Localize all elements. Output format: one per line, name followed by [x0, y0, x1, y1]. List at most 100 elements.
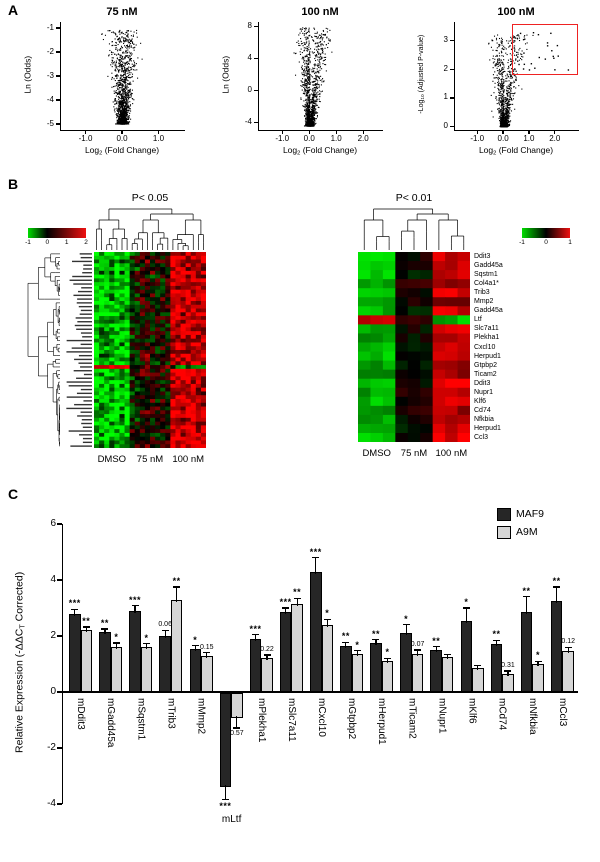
error-bar-stem [315, 557, 317, 574]
color-scale-bar [522, 228, 570, 238]
y-axis-label-part-0: Ln (Odds) [220, 55, 231, 94]
y-axis-label-part-2: (Adjusted P-value) [417, 34, 425, 95]
bar-mGtpbp2 [351, 654, 364, 692]
gene-label: Gadd45a [474, 307, 503, 315]
y-tick-mark [57, 747, 62, 749]
gene-label: Gtpbp2 [474, 361, 497, 369]
significance-stars: ** [432, 635, 441, 646]
plot-area [258, 22, 383, 131]
significance-red-box [511, 24, 578, 75]
heatmap-p-0-01: P< 0.01 Ddit3 Gadd45a Sqstm1 Col4a1* Trib3 Mmp… [330, 190, 600, 482]
column-label: 75 nM [400, 448, 428, 460]
y-tick-label: -2 [47, 742, 56, 753]
y-tick-mark [56, 99, 60, 101]
plot-title: 100 nM [301, 6, 339, 18]
error-bar-stem [266, 655, 268, 661]
category-label: mSqstm1 [135, 698, 147, 741]
bar-mPlekha1 [261, 658, 273, 692]
x-tick-label: 1.0 [152, 134, 165, 143]
error-bar-stem [236, 716, 238, 728]
error-bar-cap [402, 624, 410, 626]
x-axis-label-part-1: 2 [297, 150, 301, 157]
zero-baseline [62, 691, 578, 693]
error-bar-cap [564, 646, 572, 648]
significance-stars: *** [279, 597, 292, 607]
y-tick-label: 4 [247, 53, 252, 63]
y-tick-mark [254, 122, 258, 124]
row-dendrogram [27, 253, 60, 447]
legend-swatch-a9m [497, 526, 511, 539]
column-dendrogram [363, 208, 465, 250]
x-tick-label: -1.0 [470, 134, 485, 143]
panel-c-label: C [8, 486, 19, 502]
significance-pvalue: 0.06 [158, 621, 172, 629]
y-tick-mark [57, 803, 62, 805]
error-bar-cap [353, 650, 361, 652]
bar-mCd74 [502, 673, 514, 692]
category-label: mGtpbp2 [346, 698, 358, 740]
y-tick-mark [57, 579, 62, 581]
category-label: mMmp2 [195, 698, 207, 735]
bar-mMmp2 [201, 655, 213, 692]
bar-mKlf6 [460, 620, 473, 692]
y-axis-line [62, 524, 64, 804]
gene-label: Sqstm1 [474, 271, 498, 279]
error-bar-cap [553, 586, 561, 588]
error-bar-cap [383, 657, 391, 659]
color-scale-tick-label: 2 [84, 239, 88, 246]
category-label: mCcl3 [556, 698, 568, 727]
column-dendrogram [96, 208, 204, 250]
category-label: mCd74 [496, 698, 508, 731]
x-tick-mark [335, 130, 337, 134]
significance-stars: ** [172, 576, 181, 586]
gene-label: Herpud1 [474, 424, 501, 432]
y-tick-mark [450, 97, 454, 99]
y-tick-label: -3 [46, 70, 54, 80]
heatmap-title: P< 0.01 [395, 192, 433, 204]
y-tick-mark [254, 26, 258, 28]
y-tick-label: 8 [247, 21, 252, 31]
gene-label: Cxcl10 [474, 343, 496, 351]
error-bar-cap [203, 652, 211, 654]
legend-label-a9m: A9M [516, 526, 538, 538]
error-bar-cap [71, 608, 79, 610]
error-bar-stem [507, 671, 509, 676]
y-axis-label-part-1: 10 [420, 94, 426, 100]
gene-label: Ddit3 [474, 379, 491, 387]
gene-label: Ddit3 [474, 253, 491, 260]
category-label: mLtf [221, 814, 242, 825]
significance-stars: * [325, 608, 330, 619]
x-tick-mark [281, 130, 283, 134]
category-label: mPlekha1 [255, 698, 267, 743]
error-bar-cap [282, 607, 290, 609]
x-axis-label-part-0: Log [84, 145, 100, 155]
significance-stars: * [193, 634, 198, 645]
error-bar-cap [504, 670, 512, 672]
bar-mHerpud1 [381, 661, 394, 692]
plot-area [60, 22, 185, 131]
error-bar-cap [432, 646, 440, 648]
error-bar-stem [296, 598, 298, 606]
category-label: mCxcl10 [316, 698, 327, 737]
error-bar-cap [161, 629, 169, 631]
heatmap-grid [94, 252, 206, 448]
significance-stars: * [385, 647, 390, 658]
y-tick-mark [56, 123, 60, 125]
error-bar-stem [285, 608, 287, 615]
significance-stars: * [144, 632, 149, 643]
y-axis-label: Ln (Odds) [220, 21, 231, 129]
color-scale-tick-label: 1 [568, 239, 572, 246]
error-bar-stem [134, 605, 136, 613]
category-label: mDdit3 [75, 698, 87, 730]
error-bar-stem [447, 654, 449, 659]
error-bar-cap [101, 628, 109, 630]
error-bar-stem [386, 658, 389, 664]
error-bar-cap [131, 605, 139, 607]
error-bar-stem [85, 627, 87, 633]
gene-label: Slc7a11 [474, 325, 499, 333]
x-tick-mark [554, 130, 556, 134]
gene-label: Ticam2 [474, 370, 497, 378]
gene-label: Col4a1* [474, 280, 499, 288]
error-bar-cap [143, 643, 151, 645]
category-label: mSlc7a11 [285, 698, 297, 742]
